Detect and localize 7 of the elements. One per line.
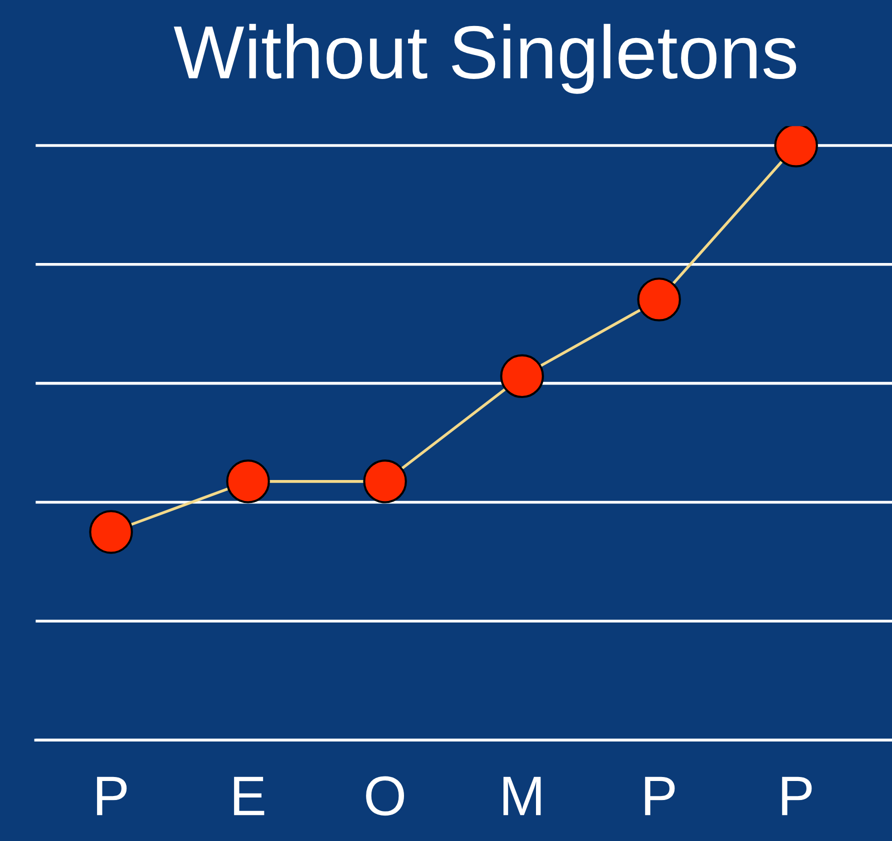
chart-title: Without Singletons	[174, 24, 796, 94]
x-tick-label: P	[645, 776, 675, 816]
x-tick-label: M	[503, 776, 541, 816]
x-tick-label: O	[366, 776, 404, 816]
x-tick-label: P	[782, 776, 812, 816]
x-tick-label: E	[234, 776, 264, 816]
x-tick-label: P	[97, 776, 127, 816]
